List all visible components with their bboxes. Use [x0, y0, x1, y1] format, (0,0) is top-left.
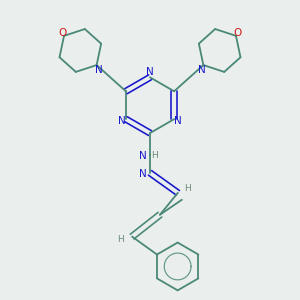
Text: O: O — [58, 28, 66, 38]
Text: N: N — [139, 151, 147, 161]
Text: H: H — [184, 184, 191, 193]
Text: N: N — [174, 116, 182, 126]
Text: N: N — [197, 65, 205, 75]
Text: H: H — [152, 152, 158, 160]
Text: H: H — [117, 235, 124, 244]
Text: N: N — [139, 169, 147, 179]
Text: N: N — [146, 68, 154, 77]
Text: N: N — [118, 116, 126, 126]
Text: N: N — [95, 65, 103, 75]
Text: O: O — [234, 28, 242, 38]
